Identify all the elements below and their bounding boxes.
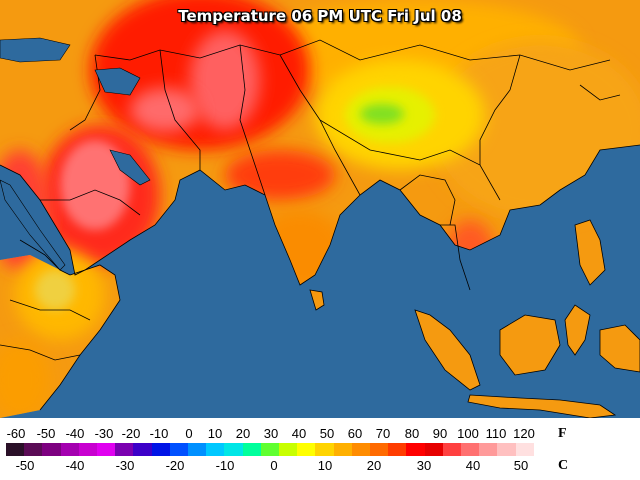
fahrenheit-tick: 120: [513, 426, 535, 441]
celsius-tick: -50: [15, 458, 35, 473]
color-bar-swatch: [533, 443, 553, 456]
color-bar-swatch: [406, 443, 425, 456]
fahrenheit-unit: F: [558, 426, 567, 441]
fahrenheit-tick: -60: [6, 426, 26, 441]
color-bar-swatch: [260, 443, 280, 456]
color-bar-swatch: [78, 443, 98, 456]
fahrenheit-tick: 90: [432, 426, 448, 441]
map-title: Temperature 06 PM UTC Fri Jul 08: [178, 7, 462, 25]
fahrenheit-tick: 20: [235, 426, 251, 441]
fahrenheit-tick: -40: [65, 426, 85, 441]
black-sea: [0, 37, 71, 63]
color-bar-swatch: [242, 443, 261, 456]
fahrenheit-tick: -20: [121, 426, 141, 441]
celsius-tick: -20: [165, 458, 185, 473]
fahrenheit-tick: 30: [263, 426, 279, 441]
celsius-tick: 0: [270, 458, 278, 473]
temperature-legend: -60 -50 -40 -30 -20 -10 0 10 20 30 40 50…: [0, 418, 640, 480]
celsius-tick: -10: [215, 458, 235, 473]
persian-gulf: [109, 149, 151, 186]
color-bar-swatch: [42, 443, 61, 456]
caspian-sea: [94, 67, 141, 96]
celsius-tick: 50: [513, 458, 529, 473]
fahrenheit-tick: 10: [207, 426, 223, 441]
celsius-tick: 30: [416, 458, 432, 473]
color-bar-swatch: [133, 443, 152, 456]
color-bar-swatch: [169, 443, 189, 456]
fahrenheit-tick: -10: [149, 426, 169, 441]
color-bar-swatch: [479, 443, 498, 456]
fahrenheit-tick: 80: [404, 426, 420, 441]
color-bar-swatch: [279, 443, 298, 456]
celsius-unit: C: [558, 458, 569, 473]
red-sea: [0, 179, 66, 271]
color-bar-swatch: [351, 443, 371, 456]
fahrenheit-tick: 40: [291, 426, 307, 441]
color-bar-swatch: [388, 443, 407, 456]
color-bar-swatch: [6, 443, 25, 456]
fahrenheit-tick: 110: [485, 426, 507, 441]
temperature-color-bar: [6, 443, 553, 456]
fahrenheit-tick: 0: [185, 426, 193, 441]
inland-waters: [0, 37, 151, 271]
color-bar-swatch: [206, 443, 225, 456]
color-bar-swatch: [297, 443, 316, 456]
celsius-scale: -50 -40 -30 -20 -10 0 10 20 30 40 50: [0, 458, 640, 474]
fahrenheit-tick: -30: [94, 426, 114, 441]
color-bar-swatch: [370, 443, 389, 456]
color-bar-swatch: [24, 443, 43, 456]
color-bar-swatch: [315, 443, 334, 456]
color-bar-swatch: [60, 443, 79, 456]
color-bar-swatch: [97, 443, 116, 456]
celsius-tick: -30: [115, 458, 135, 473]
color-bar-swatch: [115, 443, 134, 456]
celsius-tick: -40: [65, 458, 85, 473]
fahrenheit-tick: 50: [319, 426, 335, 441]
fahrenheit-scale: -60 -50 -40 -30 -20 -10 0 10 20 30 40 50…: [0, 426, 640, 442]
color-bar-swatch: [515, 443, 534, 456]
country-borders: [0, 39, 640, 418]
fahrenheit-tick: 100: [457, 426, 479, 441]
celsius-tick: 40: [465, 458, 481, 473]
color-bar-swatch: [461, 443, 480, 456]
color-bar-swatch: [151, 443, 170, 456]
color-bar-swatch: [188, 443, 207, 456]
color-bar-swatch: [497, 443, 516, 456]
color-bar-swatch: [224, 443, 243, 456]
temperature-map: [0, 0, 640, 418]
fahrenheit-tick: 60: [347, 426, 363, 441]
color-bar-swatch: [442, 443, 462, 456]
fahrenheit-tick: 70: [375, 426, 391, 441]
celsius-tick: 10: [317, 458, 333, 473]
color-bar-swatch: [424, 443, 443, 456]
color-bar-swatch: [333, 443, 352, 456]
fahrenheit-tick: -50: [36, 426, 56, 441]
celsius-tick: 20: [366, 458, 382, 473]
